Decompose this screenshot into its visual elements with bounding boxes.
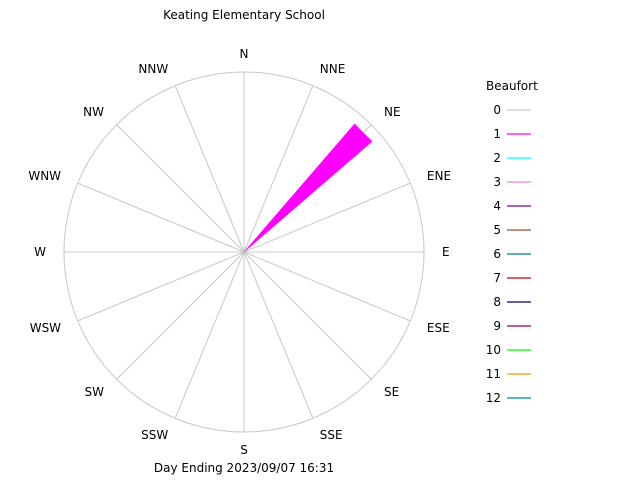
spoke-wsw [77, 251, 245, 322]
legend-label-3: 3 [493, 175, 501, 189]
spoke-sw [116, 251, 245, 380]
direction-label-w: W [34, 245, 46, 259]
polar-grid [63, 71, 425, 433]
direction-label-ne: NE [384, 105, 401, 119]
legend-label-8: 8 [493, 295, 501, 309]
spoke-nw [116, 124, 245, 253]
legend-label-5: 5 [493, 223, 501, 237]
legend-label-4: 4 [493, 199, 501, 213]
direction-label-e: E [442, 245, 450, 259]
spoke-se [243, 251, 372, 380]
legend-label-7: 7 [493, 271, 501, 285]
spoke-ene [243, 182, 411, 253]
spoke-ese [243, 251, 411, 322]
legend-label-1: 1 [493, 127, 501, 141]
spoke-nne [243, 85, 314, 253]
direction-label-se: SE [384, 385, 399, 399]
chart-footer: Day Ending 2023/09/07 16:31 [154, 461, 334, 475]
spoke-ssw [174, 251, 245, 419]
chart-title: Keating Elementary School [163, 8, 325, 22]
legend-label-10: 10 [486, 343, 501, 357]
petal-ne-beaufort-1 [243, 123, 373, 253]
spoke-wnw [77, 182, 245, 253]
direction-label-sse: SSE [320, 428, 343, 442]
direction-label-n: N [240, 47, 249, 61]
legend-label-11: 11 [486, 367, 501, 381]
direction-label-ssw: SSW [141, 428, 168, 442]
direction-label-s: S [240, 443, 248, 457]
legend-label-12: 12 [486, 391, 501, 405]
legend-title: Beaufort [486, 79, 538, 93]
legend-label-2: 2 [493, 151, 501, 165]
direction-label-ene: ENE [427, 169, 451, 183]
legend-label-9: 9 [493, 319, 501, 333]
spoke-nnw [174, 85, 245, 253]
direction-label-ese: ESE [427, 321, 450, 335]
direction-label-nne: NNE [320, 62, 346, 76]
spoke-sse [243, 251, 314, 419]
direction-label-nnw: NNW [138, 62, 168, 76]
direction-label-nw: NW [83, 105, 104, 119]
direction-labels: N NNE NE ENE E ESE SE SSE S SSW SW WSW W WNW NW NNW [28, 47, 451, 457]
legend-label-6: 6 [493, 247, 501, 261]
direction-label-wnw: WNW [28, 169, 61, 183]
direction-label-wsw: WSW [30, 321, 61, 335]
direction-label-sw: SW [85, 385, 105, 399]
wind-petals [243, 123, 373, 253]
legend-label-0: 0 [493, 103, 501, 117]
